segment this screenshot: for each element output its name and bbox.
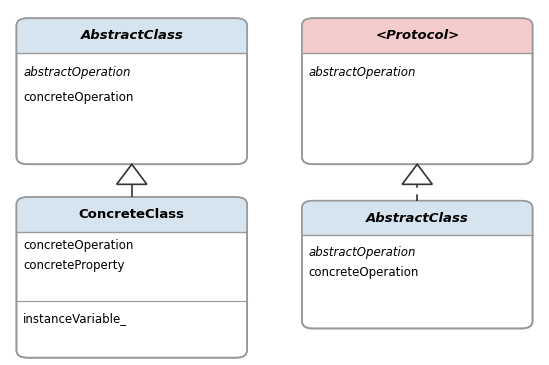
Text: instanceVariable_: instanceVariable_ — [23, 312, 127, 324]
Text: AbstractClass: AbstractClass — [366, 212, 469, 224]
FancyBboxPatch shape — [302, 18, 533, 53]
Text: AbstractClass: AbstractClass — [80, 29, 183, 42]
FancyBboxPatch shape — [302, 201, 533, 235]
Text: concreteProperty: concreteProperty — [23, 258, 125, 272]
Text: abstractOperation: abstractOperation — [23, 66, 131, 80]
FancyBboxPatch shape — [16, 18, 247, 164]
Bar — [302, 220, 533, 235]
FancyBboxPatch shape — [302, 201, 533, 328]
Bar — [16, 216, 247, 232]
FancyBboxPatch shape — [16, 197, 247, 232]
Text: <Protocol>: <Protocol> — [375, 29, 460, 42]
Text: ConcreteClass: ConcreteClass — [79, 208, 185, 221]
Bar — [302, 37, 533, 53]
Text: concreteOperation: concreteOperation — [309, 266, 419, 279]
Bar — [16, 37, 247, 53]
Polygon shape — [116, 164, 147, 184]
FancyBboxPatch shape — [16, 18, 247, 53]
Text: abstractOperation: abstractOperation — [309, 246, 416, 259]
Text: concreteOperation: concreteOperation — [23, 239, 133, 252]
Text: abstractOperation: abstractOperation — [309, 66, 416, 80]
FancyBboxPatch shape — [302, 18, 533, 164]
Polygon shape — [402, 164, 433, 184]
Text: concreteOperation: concreteOperation — [23, 91, 133, 104]
FancyBboxPatch shape — [16, 197, 247, 358]
